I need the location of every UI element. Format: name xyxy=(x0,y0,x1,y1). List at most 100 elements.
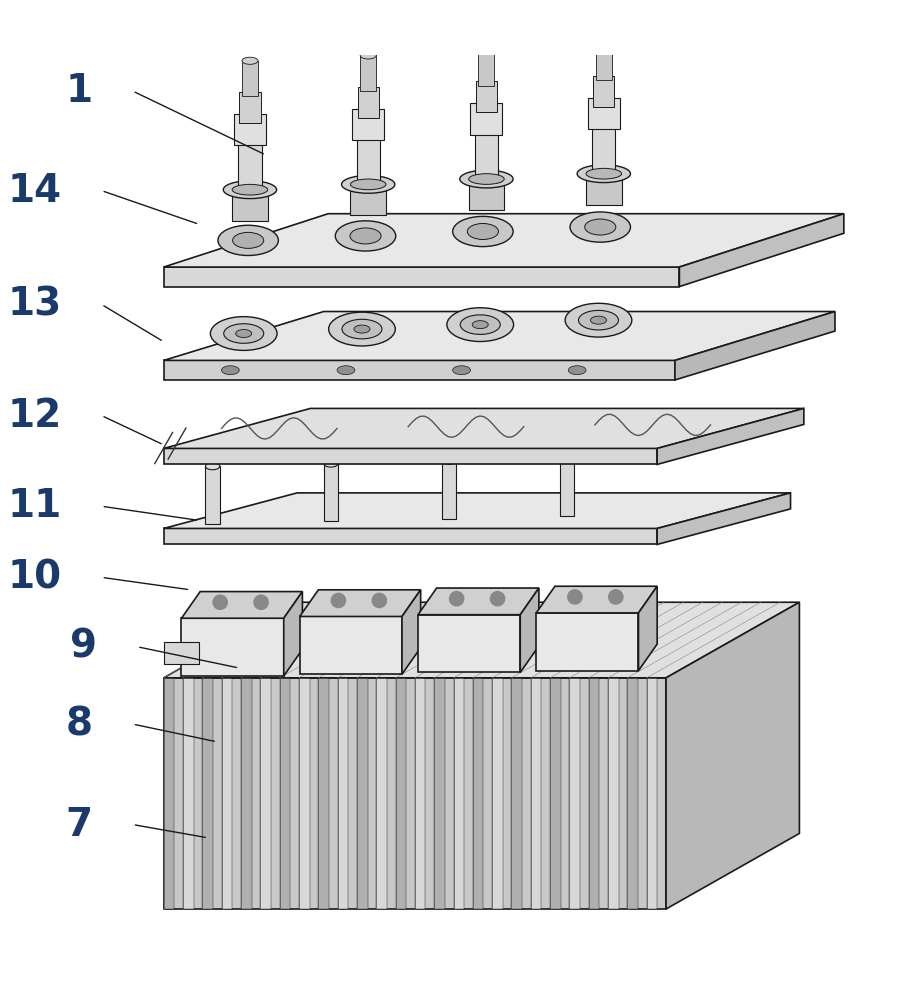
Polygon shape xyxy=(511,678,522,909)
Polygon shape xyxy=(679,214,844,287)
Ellipse shape xyxy=(242,57,258,64)
Polygon shape xyxy=(164,312,835,360)
Ellipse shape xyxy=(585,219,616,235)
Polygon shape xyxy=(586,174,621,205)
Ellipse shape xyxy=(223,324,264,343)
Circle shape xyxy=(449,592,464,606)
Polygon shape xyxy=(164,678,175,909)
Polygon shape xyxy=(560,458,575,516)
Polygon shape xyxy=(324,464,338,521)
Polygon shape xyxy=(241,678,252,909)
Ellipse shape xyxy=(472,321,489,329)
Ellipse shape xyxy=(453,366,470,375)
Ellipse shape xyxy=(459,170,513,188)
Polygon shape xyxy=(657,408,804,464)
Polygon shape xyxy=(318,678,328,909)
Polygon shape xyxy=(242,61,258,96)
Polygon shape xyxy=(164,602,800,678)
Polygon shape xyxy=(588,678,599,909)
Polygon shape xyxy=(350,184,386,215)
Polygon shape xyxy=(376,678,387,909)
Polygon shape xyxy=(358,87,379,118)
Polygon shape xyxy=(593,76,615,107)
Circle shape xyxy=(331,593,346,608)
Polygon shape xyxy=(239,136,262,190)
Circle shape xyxy=(254,595,268,609)
Ellipse shape xyxy=(221,366,240,375)
Polygon shape xyxy=(181,618,284,676)
Polygon shape xyxy=(647,678,657,909)
Polygon shape xyxy=(569,678,580,909)
Circle shape xyxy=(568,590,582,604)
Ellipse shape xyxy=(577,165,630,183)
Polygon shape xyxy=(240,92,261,123)
Polygon shape xyxy=(164,448,657,464)
Polygon shape xyxy=(284,592,302,676)
Polygon shape xyxy=(338,678,349,909)
Polygon shape xyxy=(536,586,657,613)
Ellipse shape xyxy=(210,317,277,350)
Polygon shape xyxy=(232,190,268,221)
Text: 9: 9 xyxy=(70,628,97,666)
Polygon shape xyxy=(164,528,657,544)
Ellipse shape xyxy=(468,223,499,239)
Polygon shape xyxy=(164,642,199,664)
Polygon shape xyxy=(164,678,666,909)
Polygon shape xyxy=(206,466,220,524)
Text: 10: 10 xyxy=(7,558,61,596)
Ellipse shape xyxy=(565,303,632,337)
Polygon shape xyxy=(352,109,384,140)
Ellipse shape xyxy=(328,312,395,346)
Polygon shape xyxy=(476,81,497,112)
Ellipse shape xyxy=(232,232,264,248)
Polygon shape xyxy=(164,493,791,528)
Polygon shape xyxy=(300,616,402,674)
Polygon shape xyxy=(587,98,619,129)
Polygon shape xyxy=(164,360,675,380)
Polygon shape xyxy=(657,493,791,544)
Ellipse shape xyxy=(223,181,276,199)
Polygon shape xyxy=(357,678,368,909)
Ellipse shape xyxy=(218,225,278,255)
Polygon shape xyxy=(300,590,421,616)
Polygon shape xyxy=(628,678,638,909)
Text: 13: 13 xyxy=(7,285,61,323)
Polygon shape xyxy=(639,586,657,671)
Polygon shape xyxy=(402,590,421,674)
Polygon shape xyxy=(164,267,679,287)
Polygon shape xyxy=(442,461,457,519)
Polygon shape xyxy=(666,602,800,909)
Polygon shape xyxy=(479,50,494,86)
Text: 11: 11 xyxy=(7,487,61,525)
Polygon shape xyxy=(492,678,502,909)
Text: 7: 7 xyxy=(66,806,92,844)
Ellipse shape xyxy=(337,366,355,375)
Ellipse shape xyxy=(350,228,381,244)
Ellipse shape xyxy=(350,179,386,190)
Polygon shape xyxy=(475,126,498,179)
Polygon shape xyxy=(592,120,616,174)
Ellipse shape xyxy=(453,216,513,247)
Polygon shape xyxy=(221,678,232,909)
Ellipse shape xyxy=(560,455,575,462)
Polygon shape xyxy=(183,678,194,909)
Polygon shape xyxy=(418,588,539,615)
Ellipse shape xyxy=(354,325,370,333)
Ellipse shape xyxy=(568,366,586,375)
Ellipse shape xyxy=(232,184,268,195)
Circle shape xyxy=(213,595,227,609)
Ellipse shape xyxy=(206,463,220,470)
Ellipse shape xyxy=(596,41,612,48)
Text: 12: 12 xyxy=(7,397,61,435)
Polygon shape xyxy=(299,678,309,909)
Polygon shape xyxy=(550,678,561,909)
Polygon shape xyxy=(357,131,380,184)
Ellipse shape xyxy=(342,319,382,339)
Ellipse shape xyxy=(460,315,501,334)
Polygon shape xyxy=(280,678,290,909)
Polygon shape xyxy=(395,678,406,909)
Ellipse shape xyxy=(361,52,376,59)
Polygon shape xyxy=(675,312,835,380)
Polygon shape xyxy=(414,678,425,909)
Polygon shape xyxy=(435,678,445,909)
